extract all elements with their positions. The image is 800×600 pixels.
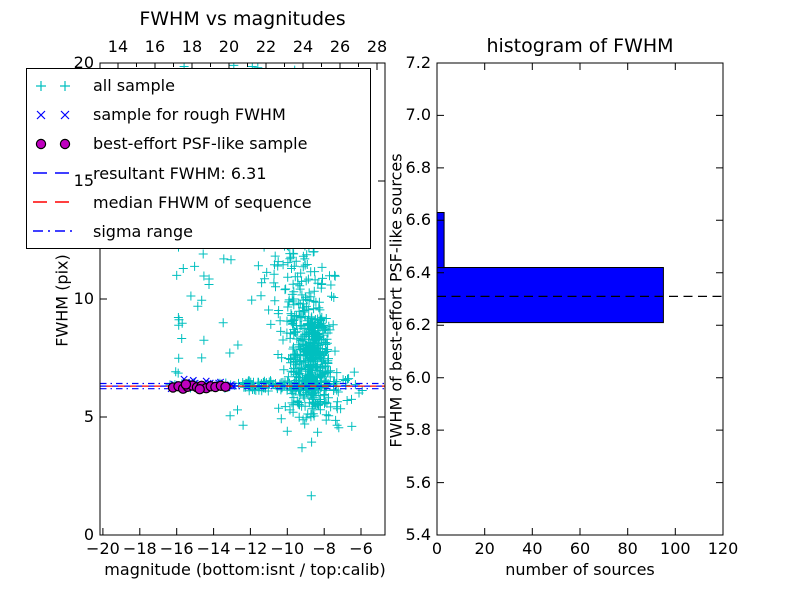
right-x-tick-label: 80 xyxy=(617,539,638,558)
left-top-tick-label: 18 xyxy=(181,37,203,56)
legend-entry-psf-sample: best-effort PSF-like sample xyxy=(27,130,370,158)
left-x-tick-label: −18 xyxy=(122,539,157,558)
right-y-tick-label: 5.6 xyxy=(405,472,431,492)
left-top-tick-label: 26 xyxy=(329,37,351,56)
left-top-tick-label: 16 xyxy=(144,37,166,56)
legend-label: sample for rough FWHM xyxy=(93,105,286,125)
legend-marker-circle xyxy=(35,138,71,150)
right-y-tick-label: 6.8 xyxy=(405,157,431,177)
left-x-tick-label: −16 xyxy=(159,539,194,558)
legend-entry-all-sample: all sample xyxy=(27,72,370,100)
right-plot-title: histogram of FWHM xyxy=(486,35,674,57)
right-x-tick-label: 120 xyxy=(707,539,739,558)
left-x-tick-label: −20 xyxy=(86,539,120,558)
left-y-tick-label: 0 xyxy=(83,525,94,544)
right-y-tick-label: 6.0 xyxy=(405,367,431,387)
right-x-tick-label: 100 xyxy=(660,539,691,558)
left-x-tick-label: −12 xyxy=(233,539,268,558)
right-y-tick-label: 5.8 xyxy=(405,420,431,440)
legend-marker-x xyxy=(36,110,70,120)
scatter-psf-sample-point xyxy=(194,384,205,395)
histogram-bar xyxy=(437,212,445,269)
legend-marker-blue-dashed-line xyxy=(33,172,77,174)
scatter-psf-sample-point xyxy=(220,381,231,392)
right-y-tick-label: 7.0 xyxy=(405,105,431,125)
scatter-psf-sample-point xyxy=(180,379,192,390)
right-plot-ylabel: FWHM of best-effort PSF-like sources xyxy=(386,153,406,448)
legend-label: best-effort PSF-like sample xyxy=(93,134,308,154)
legend-label: sigma range xyxy=(93,221,193,241)
right-x-tick-label: 20 xyxy=(474,539,495,558)
left-top-tick-label: 28 xyxy=(366,37,388,56)
legend-marker-plus xyxy=(36,80,70,91)
legend-marker-red-dashed-line xyxy=(33,201,77,203)
left-x-tick-label: −6 xyxy=(349,539,373,558)
right-y-tick-label: 7.2 xyxy=(405,53,431,72)
right-x-tick-label: 60 xyxy=(569,539,591,558)
legend-entry-resultant-fwhm: resultant FWHM: 6.31 xyxy=(27,159,370,187)
histogram-bar xyxy=(437,267,664,324)
right-plot-xlabel: number of sources xyxy=(505,560,655,579)
left-top-tick-label: 22 xyxy=(255,37,277,56)
left-y-tick-label: 5 xyxy=(83,407,94,426)
left-plot-title: FWHM vs magnitudes xyxy=(139,8,346,30)
left-y-tick-label: 20 xyxy=(73,53,94,72)
right-y-tick-label: 6.2 xyxy=(405,315,431,335)
left-x-tick-label: −14 xyxy=(196,539,231,558)
right-y-tick-label: 6.6 xyxy=(405,210,431,230)
left-y-tick-label: 10 xyxy=(73,289,94,308)
right-x-tick-label: 40 xyxy=(522,539,543,558)
legend-entry-sigma-range: sigma range xyxy=(27,217,370,245)
right-x-tick-label: 0 xyxy=(431,539,443,558)
legend-box: all sample sample for rough FWHM best-ef… xyxy=(26,68,371,249)
left-top-tick-label: 20 xyxy=(218,37,240,56)
left-y-tick-label: 15 xyxy=(73,171,94,190)
right-plot-data-area xyxy=(437,212,723,324)
right-y-tick-label: 5.4 xyxy=(405,525,431,544)
left-plot-data-area xyxy=(100,63,385,501)
legend-label: median FHWM of sequence xyxy=(93,192,312,212)
left-top-tick-label: 24 xyxy=(292,37,314,56)
left-x-tick-label: −10 xyxy=(270,539,305,558)
legend-label: all sample xyxy=(93,76,175,96)
left-plot-xlabel: magnitude (bottom:isnt / top:calib) xyxy=(104,560,386,579)
left-top-tick-label: 14 xyxy=(107,37,129,56)
right-y-tick-label: 6.4 xyxy=(405,262,431,282)
legend-label: resultant FWHM: 6.31 xyxy=(93,163,267,183)
legend-entry-median-fwhm: median FHWM of sequence xyxy=(27,188,370,216)
legend-marker-dashdot-line xyxy=(33,230,77,233)
left-x-tick-label: −8 xyxy=(312,539,336,558)
legend-entry-rough-fwhm: sample for rough FWHM xyxy=(27,101,370,129)
